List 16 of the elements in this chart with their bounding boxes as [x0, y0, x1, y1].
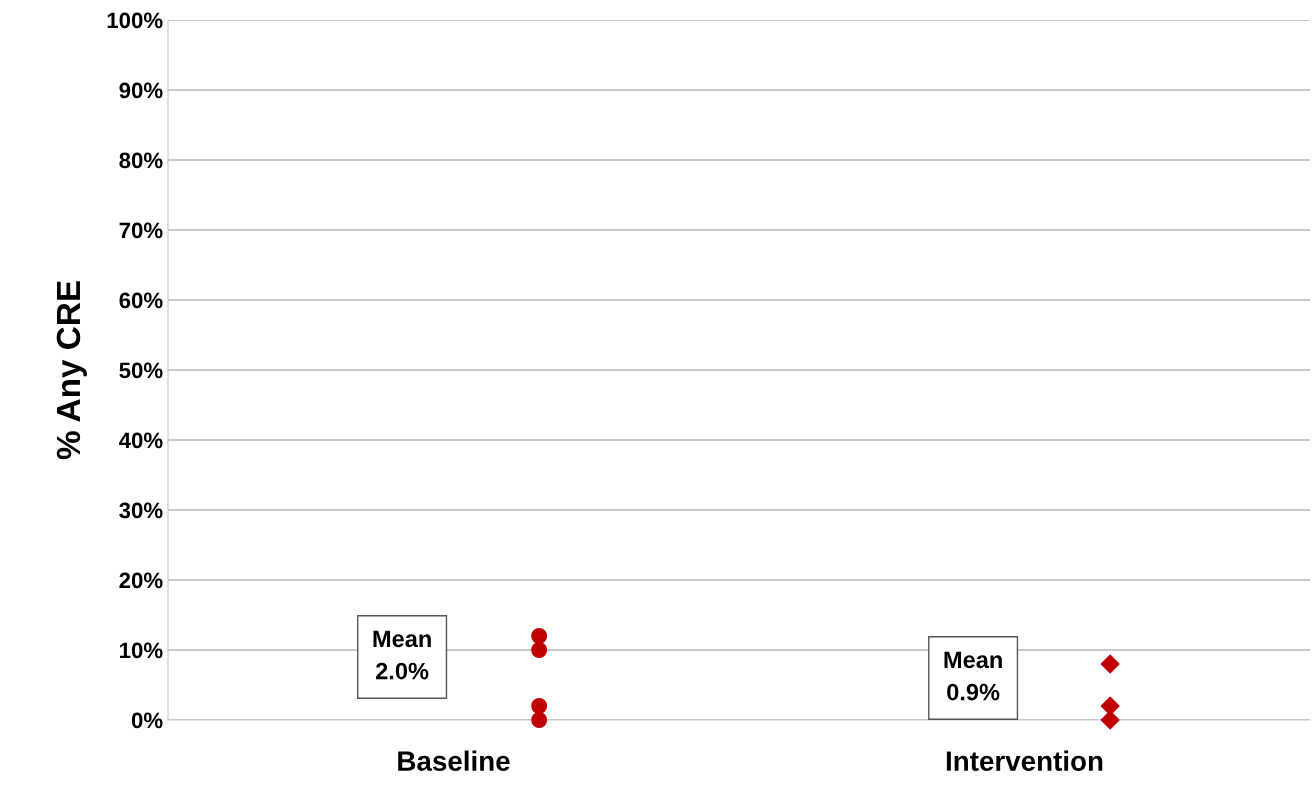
x-tick-label: Baseline	[398, 750, 510, 771]
y-tick-label: 80%	[119, 152, 163, 169]
y-tick-label: 0%	[131, 712, 163, 729]
y-tick-label: 50%	[119, 362, 163, 379]
y-tick-label: 60%	[119, 292, 163, 309]
y-tick-label: 70%	[119, 222, 163, 239]
annotation: Mean 2.0%	[373, 630, 431, 680]
y-axis-title: % Any CRE	[56, 281, 87, 460]
y-tick-label: 100%	[107, 12, 163, 29]
y-tick-label: 10%	[120, 642, 163, 659]
y-tick-label: 40%	[119, 432, 163, 449]
y-tick-label: 90%	[119, 82, 163, 99]
y-tick-label: 30%	[119, 502, 163, 519]
y-tick-label: 20%	[119, 572, 163, 589]
x-tick-label: Intervention	[946, 750, 1103, 771]
annotation: Mean 0.9%	[944, 651, 1002, 701]
